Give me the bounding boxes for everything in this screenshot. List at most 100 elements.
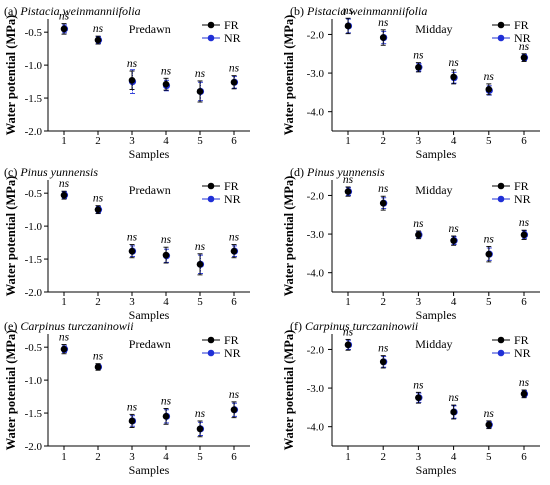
significance-label: ns bbox=[378, 343, 389, 355]
x-tick-label: 2 bbox=[95, 296, 101, 308]
y-axis-label: Water potential (MPa) bbox=[4, 15, 18, 136]
legend-marker-nr bbox=[497, 349, 505, 357]
x-tick-label: 4 bbox=[451, 451, 457, 463]
data-point-fr bbox=[415, 394, 422, 402]
data-point-fr bbox=[450, 237, 457, 244]
condition-label: Midday bbox=[415, 337, 452, 351]
x-tick-label: 1 bbox=[61, 135, 67, 147]
data-point-fr bbox=[450, 408, 457, 416]
data-point-fr bbox=[230, 406, 238, 414]
x-tick-label: 1 bbox=[61, 296, 67, 308]
legend-label-fr: FR bbox=[514, 18, 529, 32]
significance-label: ns bbox=[343, 5, 354, 17]
x-tick-label: 3 bbox=[129, 135, 135, 147]
x-axis-label: Samples bbox=[129, 308, 170, 322]
x-tick-label: 5 bbox=[486, 135, 492, 147]
x-tick-label: 5 bbox=[486, 451, 492, 463]
data-point-fr bbox=[415, 231, 422, 239]
significance-label: ns bbox=[413, 50, 424, 62]
data-point-fr bbox=[450, 73, 457, 81]
condition-label: Midday bbox=[415, 22, 452, 36]
panel-letter: (f) bbox=[290, 319, 305, 333]
x-axis-label: Samples bbox=[416, 308, 457, 322]
data-point-fr bbox=[94, 206, 102, 213]
x-tick-label: 1 bbox=[61, 451, 67, 463]
significance-label: ns bbox=[229, 389, 240, 401]
data-point-fr bbox=[379, 34, 387, 41]
data-point-fr bbox=[230, 247, 238, 255]
legend-label-fr: FR bbox=[224, 333, 239, 347]
chart-panel-a: (a) Pistacia weinmanniifolia Predawn -0.5 -… bbox=[4, 4, 250, 161]
data-point-fr bbox=[94, 36, 102, 44]
legend-marker-nr bbox=[497, 195, 505, 203]
y-tick-label: -4.0 bbox=[307, 422, 325, 434]
significance-label: ns bbox=[195, 68, 206, 80]
y-axis-label: Water potential (MPa) bbox=[4, 176, 18, 297]
condition-label: Predawn bbox=[129, 22, 171, 36]
x-tick-label: 4 bbox=[163, 296, 169, 308]
significance-label: ns bbox=[378, 17, 389, 29]
legend-marker-fr bbox=[497, 21, 505, 29]
legend-label-nr: NR bbox=[514, 192, 531, 206]
y-tick-label: -1.5 bbox=[25, 408, 43, 420]
significance-label: ns bbox=[448, 223, 459, 235]
legend-marker-nr bbox=[207, 195, 215, 203]
legend-marker-fr bbox=[497, 336, 505, 344]
data-point-fr bbox=[485, 85, 493, 93]
x-tick-label: 4 bbox=[163, 451, 169, 463]
chart-panel-f: (f) Carpinus turczaninowii Midday -2.0 -3.0… bbox=[282, 319, 540, 477]
legend-marker-fr bbox=[207, 21, 215, 29]
significance-label: ns bbox=[519, 377, 530, 389]
y-tick-label: -3.0 bbox=[307, 229, 325, 241]
legend-label-fr: FR bbox=[514, 179, 529, 193]
x-tick-label: 6 bbox=[521, 135, 527, 147]
x-tick-label: 4 bbox=[163, 135, 169, 147]
y-axis-label: Water potential (MPa) bbox=[282, 15, 296, 136]
significance-label: ns bbox=[343, 326, 354, 338]
significance-label: ns bbox=[229, 232, 240, 244]
species-name: Carpinus turczaninowii bbox=[305, 319, 418, 333]
significance-label: ns bbox=[413, 218, 424, 230]
data-point-fr bbox=[379, 358, 387, 366]
condition-label: Predawn bbox=[129, 337, 171, 351]
legend-marker-nr bbox=[207, 34, 215, 42]
x-axis-label: Samples bbox=[129, 463, 170, 477]
significance-label: ns bbox=[59, 11, 70, 23]
significance-label: ns bbox=[484, 233, 495, 245]
x-tick-label: 6 bbox=[231, 451, 237, 463]
y-tick-label: -0.5 bbox=[25, 188, 43, 200]
significance-label: ns bbox=[195, 408, 206, 420]
y-axis-label: Water potential (MPa) bbox=[4, 330, 18, 451]
x-tick-label: 5 bbox=[197, 135, 203, 147]
y-tick-label: -2.0 bbox=[307, 344, 325, 356]
significance-label: ns bbox=[93, 193, 104, 205]
x-tick-label: 6 bbox=[231, 135, 237, 147]
panel-letter: (a) bbox=[4, 4, 20, 18]
x-tick-label: 2 bbox=[95, 135, 101, 147]
y-axis-label: Water potential (MPa) bbox=[282, 176, 296, 297]
data-point-fr bbox=[60, 345, 68, 353]
significance-label: ns bbox=[484, 408, 495, 420]
data-point-fr bbox=[60, 25, 68, 33]
significance-label: ns bbox=[127, 401, 138, 413]
y-tick-label: -1.0 bbox=[25, 60, 43, 72]
data-point-fr bbox=[162, 80, 170, 88]
significance-label: ns bbox=[413, 379, 424, 391]
x-tick-label: 3 bbox=[416, 135, 422, 147]
data-point-fr bbox=[520, 390, 528, 398]
species-name: Pistacia weinmanniifolia bbox=[306, 4, 427, 18]
y-tick-label: -2.0 bbox=[25, 441, 43, 453]
x-tick-label: 2 bbox=[380, 451, 386, 463]
x-tick-label: 3 bbox=[129, 296, 135, 308]
legend-marker-fr bbox=[207, 336, 215, 344]
y-tick-label: -4.0 bbox=[307, 268, 325, 280]
significance-label: ns bbox=[519, 41, 530, 53]
chart-panel-d: (d) Pinus yunnensis Midday -2.0 -3.0 -4.0 1 2 3… bbox=[282, 165, 540, 322]
legend-marker-fr bbox=[207, 182, 215, 190]
panel-title: (b) Pistacia weinmanniifolia bbox=[290, 4, 427, 18]
legend-marker-nr bbox=[497, 34, 505, 42]
data-point-fr bbox=[128, 76, 136, 84]
data-point-fr bbox=[128, 417, 136, 425]
significance-label: ns bbox=[127, 58, 138, 70]
x-tick-label: 5 bbox=[197, 296, 203, 308]
